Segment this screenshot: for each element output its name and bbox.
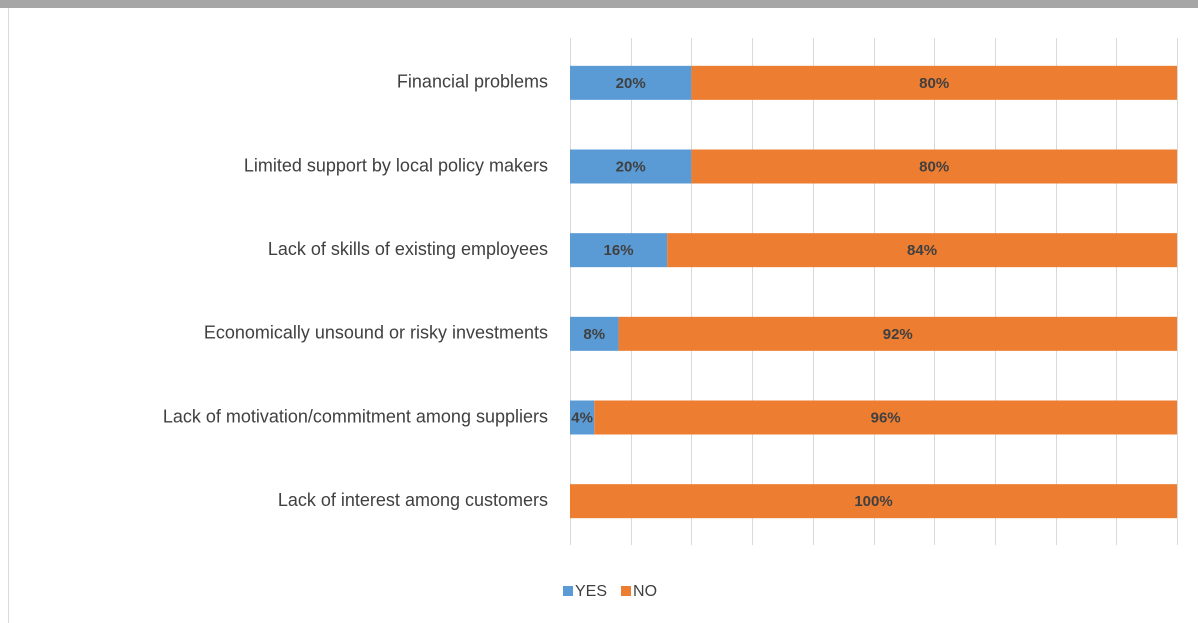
bar-segment [570, 65, 692, 100]
data-label: 16% [604, 242, 634, 259]
bar-segment [570, 149, 692, 184]
bars: Financial problems 20% 80% Limited support … [163, 65, 1177, 519]
y-tick-label: Financial problems [397, 72, 548, 92]
bar-segment [570, 484, 1177, 519]
y-tick-label: Lack of interest among customers [278, 490, 548, 510]
data-label: 100% [854, 493, 892, 510]
bar-segment [594, 400, 1177, 435]
bar-segment [667, 233, 1177, 268]
data-label: 84% [907, 242, 937, 259]
data-label: 96% [871, 409, 901, 426]
bar-segment [570, 233, 668, 268]
bar-segment [570, 316, 619, 351]
data-label: 80% [919, 158, 949, 175]
legend-label: NO [633, 583, 657, 600]
legend-swatch [621, 586, 632, 596]
data-label: 8% [583, 326, 605, 343]
data-label: 80% [919, 75, 949, 92]
y-tick-label: Limited support by local policy makers [244, 155, 548, 175]
data-label: 20% [616, 158, 646, 175]
window-top-bar [0, 0, 1198, 8]
bar-segment [691, 149, 1177, 184]
bar-segment [691, 65, 1177, 100]
grid [570, 38, 1178, 545]
y-tick-label: Economically unsound or risky investment… [204, 323, 548, 343]
y-tick-label: Lack of skills of existing employees [268, 239, 548, 259]
legend-swatch [563, 586, 573, 596]
legend: YES NO [563, 583, 657, 600]
bar-segment [570, 400, 595, 435]
bar-segment [618, 316, 1177, 351]
data-label: 20% [616, 75, 646, 92]
data-label: 92% [883, 326, 913, 343]
data-label: 4% [571, 409, 593, 426]
legend-label: YES [575, 583, 607, 600]
y-tick-label: Lack of motivation/commitment among supp… [163, 406, 548, 426]
